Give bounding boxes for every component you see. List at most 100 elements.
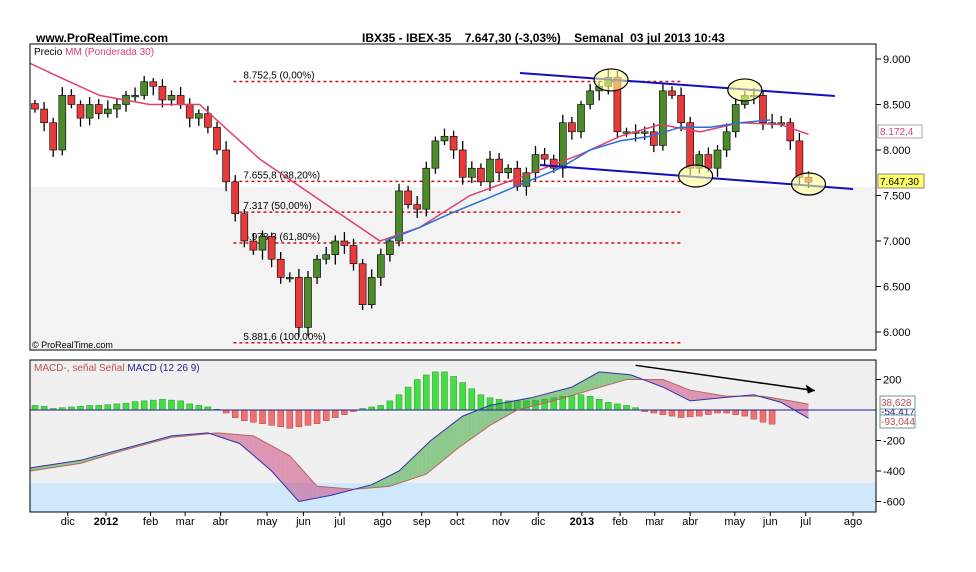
macd-fill: [685, 388, 691, 401]
candle-down: [477, 167, 485, 183]
time-tick-label: ago: [844, 516, 862, 528]
macd-tick-label: -600: [883, 497, 905, 509]
macd-fill: [403, 462, 409, 482]
hist-bar-positive: [177, 400, 184, 411]
hist-bar-negative: [696, 409, 703, 417]
ma-value-tag: [877, 124, 923, 139]
macd-fill: [521, 398, 527, 409]
macd-fill: [803, 403, 809, 419]
macd-legend-params: MACD (12 26 9): [127, 363, 199, 374]
time-tick-label: mar: [645, 516, 664, 528]
hist-bar-positive: [623, 405, 630, 411]
hist-bar-positive: [386, 400, 394, 411]
hist-bar-negative: [759, 409, 767, 423]
hist-bar-negative: [741, 409, 749, 417]
macd-fill: [599, 371, 604, 388]
fib-label: 5.881,6 (100,00%): [243, 332, 325, 343]
macd-fill: [612, 373, 618, 384]
macd-signal-text: 38,628: [881, 398, 912, 409]
candle-down: [158, 86, 167, 101]
macd-fill: [581, 379, 586, 393]
macd-fill: [562, 388, 568, 399]
macd-fill: [781, 399, 786, 406]
candle-up: [167, 95, 176, 101]
hist-bar-negative: [768, 409, 776, 425]
macd-fill: [662, 379, 668, 390]
candle-down: [276, 258, 285, 278]
hist-bar-positive: [186, 403, 193, 411]
candle-down: [568, 122, 576, 133]
macd-fill: [294, 460, 299, 502]
hist-bar-negative: [322, 409, 330, 421]
candle-down: [295, 277, 303, 328]
candle-down: [668, 90, 676, 96]
macd-series: [30, 364, 876, 503]
hist-bar-negative: [750, 409, 758, 420]
macd-fill: [453, 419, 459, 452]
time-tick-label: nov: [492, 516, 510, 528]
hist-bar-positive: [413, 379, 421, 411]
hist-bar-positive: [468, 388, 476, 411]
macd-fill: [435, 433, 440, 467]
price-tick-label: 6.500: [883, 282, 911, 294]
highlight-ellipse: [678, 164, 714, 188]
candle-down: [495, 158, 503, 174]
time-tick-label: dic: [61, 516, 76, 528]
candle-down: [404, 190, 412, 205]
candle-down: [249, 240, 258, 251]
macd-fill: [235, 434, 240, 444]
candle-up: [586, 90, 594, 105]
price-tick-label: 8.500: [883, 100, 911, 112]
macd-fill: [462, 414, 468, 445]
macd-fill: [226, 433, 231, 441]
hist-bar-positive: [40, 405, 48, 411]
candle-up: [313, 258, 321, 278]
hist-bar-negative: [659, 409, 667, 415]
time-tick-label: feb: [143, 516, 158, 528]
macd-fill: [699, 391, 704, 400]
watermark: © ProRealTime.com: [32, 340, 113, 350]
macd-fill: [335, 487, 340, 495]
fibonacci-levels: 8.752,5 (0,00%) 7.655,8 (38,20%) 7.317 (50…: [233, 71, 682, 344]
macd-fill: [276, 448, 281, 482]
hist-bar-negative: [304, 409, 312, 426]
candle-up: [285, 277, 294, 280]
candle-up: [104, 108, 112, 114]
arrow-head-icon: [805, 384, 815, 394]
trend-arrow: [635, 364, 815, 392]
hist-bar-positive: [140, 400, 148, 411]
macd-fill: [681, 386, 686, 399]
hist-bar-positive: [423, 374, 430, 411]
hist-bar-positive: [150, 399, 157, 411]
candle-up: [440, 136, 449, 142]
macd-fill: [576, 382, 581, 395]
hist-bar-negative: [286, 409, 294, 429]
macd-fill: [449, 423, 454, 456]
macd-fill: [399, 466, 404, 484]
macd-fill: [508, 401, 513, 416]
macd-fill: [367, 484, 372, 489]
hist-bar-positive: [605, 402, 612, 411]
macd-fill: [608, 372, 613, 385]
hist-bar-positive: [568, 395, 576, 411]
candle-down: [149, 81, 158, 87]
macd-fill: [476, 408, 481, 436]
candle-down: [649, 131, 658, 146]
candle-up: [304, 277, 312, 328]
hist-bar-negative: [268, 409, 275, 426]
time-tick-label: may: [257, 516, 278, 528]
hist-bar-negative: [313, 409, 321, 424]
price-tick-label: 8.000: [883, 145, 911, 157]
macd-hist-text: -93,044: [881, 417, 915, 428]
fib-label: 7.655,8 (38,20%): [243, 170, 320, 181]
macd-fill: [326, 487, 331, 497]
macd-fill: [494, 403, 500, 423]
hist-bar-negative: [241, 409, 248, 421]
macd-fill: [530, 396, 536, 407]
hist-bar-positive: [159, 399, 166, 411]
macd-fill: [248, 435, 254, 456]
candle-up: [395, 190, 403, 242]
macd-fill: [285, 453, 290, 492]
